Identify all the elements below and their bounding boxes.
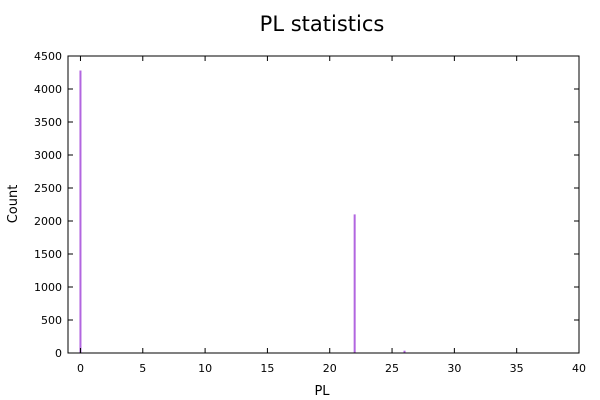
y-tick-label-1000: 1000 xyxy=(34,281,62,294)
bars-group xyxy=(79,70,406,354)
y-axis: 0 500 1000 1500 2000 2500 3000 3500 4000 4500 xyxy=(34,50,579,360)
x-tick-label-20: 20 xyxy=(323,362,337,375)
plot-frame xyxy=(67,55,580,354)
x-tick-label-35: 35 xyxy=(510,362,524,375)
y-tick-label-3500: 3500 xyxy=(34,116,62,129)
x-tick-label-5: 5 xyxy=(139,362,146,375)
x-tick-label-15: 15 xyxy=(260,362,274,375)
y-tick-label-0: 0 xyxy=(55,347,62,360)
bar-pl-26 xyxy=(403,350,406,353)
y-tick-label-1500: 1500 xyxy=(34,248,62,261)
chart-title: PL statistics xyxy=(260,12,385,36)
x-tick-label-25: 25 xyxy=(385,362,399,375)
bar-pl-0 xyxy=(79,70,82,354)
y-tick-label-2500: 2500 xyxy=(34,182,62,195)
y-tick-label-2000: 2000 xyxy=(34,215,62,228)
y-axis-title: Count xyxy=(6,185,21,224)
y-tick-label-4500: 4500 xyxy=(34,50,62,63)
x-tick-label-10: 10 xyxy=(198,362,212,375)
x-tick-label-30: 30 xyxy=(447,362,461,375)
bar-pl-22 xyxy=(353,214,356,353)
y-tick-label-3000: 3000 xyxy=(34,149,62,162)
x-tick-label-40: 40 xyxy=(572,362,586,375)
y-tick-label-500: 500 xyxy=(41,314,62,327)
x-tick-label-0: 0 xyxy=(77,362,84,375)
x-axis: 0 5 10 15 20 25 30 35 40 xyxy=(77,56,586,375)
y-tick-label-4000: 4000 xyxy=(34,83,62,96)
x-axis-title: PL xyxy=(314,384,330,399)
